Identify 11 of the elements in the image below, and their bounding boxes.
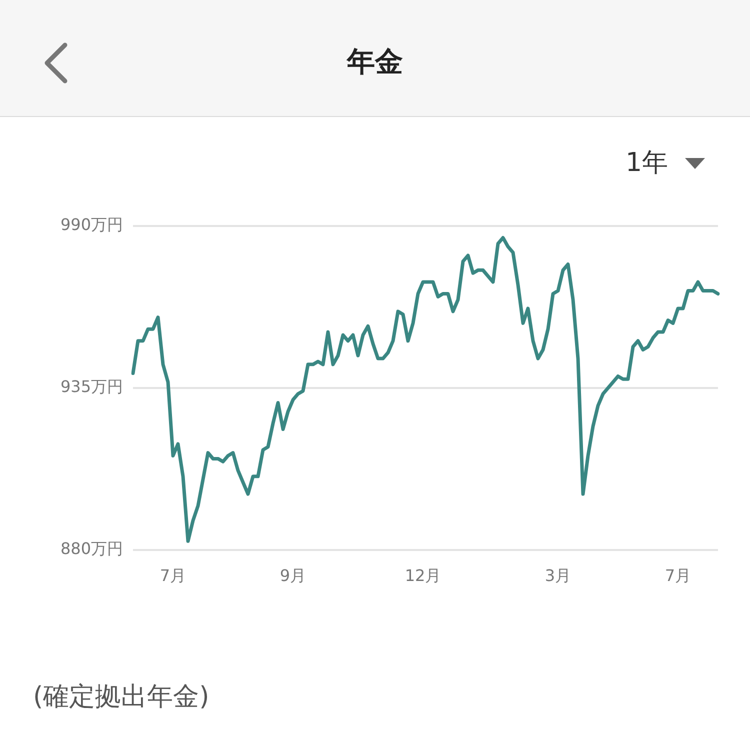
x-tick-label: 12月 [404, 566, 442, 585]
x-tick-label: 7月 [664, 566, 692, 585]
x-tick-label: 7月 [160, 566, 186, 585]
chart-title: 年金 [346, 44, 404, 80]
x-tick-label: 9月 [280, 566, 306, 585]
x-tick-label: 3月 [544, 566, 572, 585]
y-tick-label: 990万円 [60, 215, 123, 234]
y-tick-label: 880万円 [60, 539, 123, 558]
y-tick-label: 935万円 [60, 377, 123, 396]
text: 1年 [625, 147, 668, 180]
text: (確定拠出年金) [33, 681, 210, 714]
